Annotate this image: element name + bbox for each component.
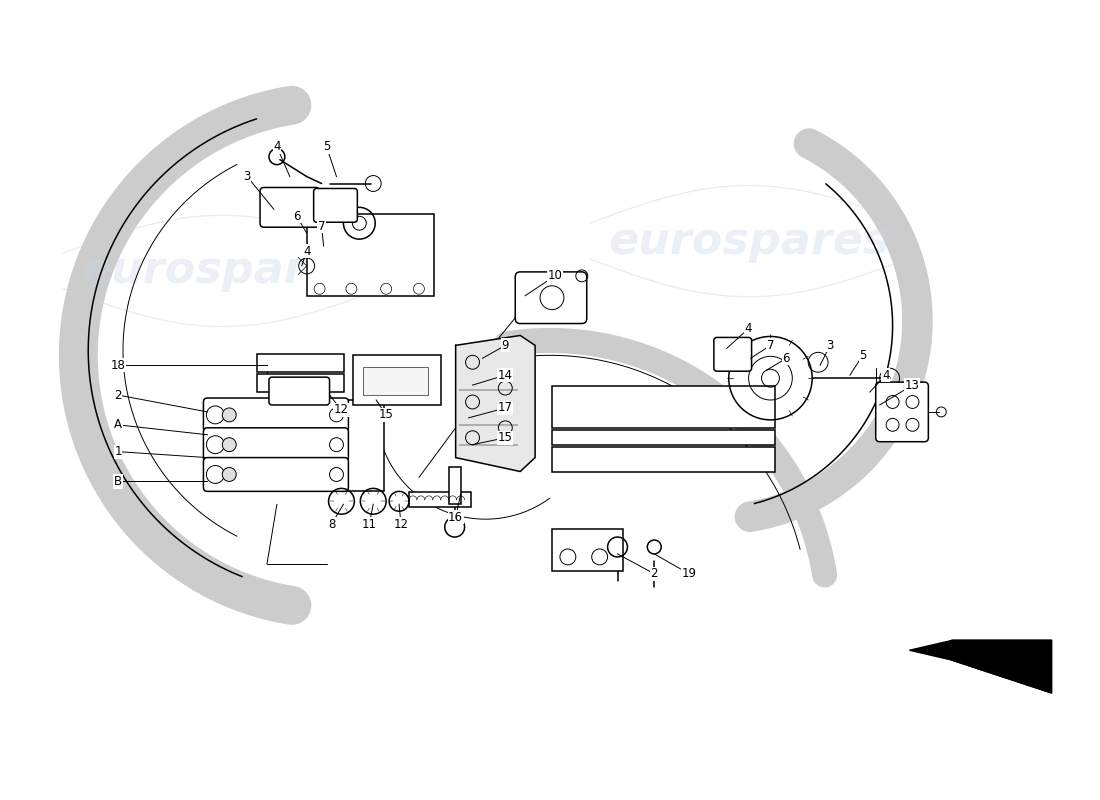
Polygon shape [910, 640, 953, 660]
Text: 13: 13 [905, 378, 920, 392]
Bar [552, 529, 624, 571]
Text: eurospares: eurospares [81, 250, 363, 293]
Bar [353, 355, 441, 405]
Bar [552, 430, 776, 445]
Circle shape [222, 408, 236, 422]
Bar [363, 367, 428, 395]
Text: 4: 4 [882, 369, 890, 382]
FancyBboxPatch shape [876, 382, 928, 442]
Text: 15: 15 [378, 408, 394, 422]
Text: 14: 14 [498, 369, 513, 382]
FancyBboxPatch shape [515, 272, 586, 323]
Bar [346, 400, 384, 491]
Text: 16: 16 [448, 510, 463, 524]
Text: 6: 6 [293, 210, 300, 222]
Text: 4: 4 [302, 245, 310, 258]
Text: 4: 4 [745, 322, 752, 335]
Bar [257, 374, 344, 392]
Circle shape [222, 467, 236, 482]
Text: 9: 9 [502, 339, 509, 352]
Text: 8: 8 [328, 518, 336, 530]
Text: 15: 15 [498, 431, 513, 444]
Text: 5: 5 [859, 349, 867, 362]
Text: 3: 3 [243, 170, 251, 183]
Bar [449, 466, 461, 504]
FancyBboxPatch shape [204, 428, 349, 462]
Bar [552, 446, 776, 471]
Text: 18: 18 [111, 358, 125, 372]
Circle shape [222, 438, 236, 452]
Text: 7: 7 [767, 339, 774, 352]
Text: 7: 7 [318, 220, 326, 233]
Bar [552, 386, 776, 428]
Text: 3: 3 [826, 339, 834, 352]
Text: 6: 6 [782, 352, 790, 365]
FancyBboxPatch shape [270, 377, 330, 405]
Text: 1: 1 [114, 445, 122, 458]
Text: 2: 2 [114, 389, 122, 402]
Polygon shape [953, 640, 1052, 693]
Bar [257, 354, 344, 372]
FancyBboxPatch shape [204, 398, 349, 432]
Text: 5: 5 [323, 140, 330, 154]
FancyBboxPatch shape [204, 458, 349, 491]
Text: eurospares: eurospares [608, 220, 889, 262]
FancyBboxPatch shape [714, 338, 751, 371]
Text: B: B [114, 475, 122, 488]
Text: A: A [114, 418, 122, 431]
FancyBboxPatch shape [260, 187, 320, 227]
Text: 19: 19 [682, 567, 696, 580]
Text: 10: 10 [548, 270, 562, 282]
Bar [307, 214, 433, 296]
Text: 2: 2 [650, 567, 658, 580]
Bar [409, 492, 471, 507]
Text: 17: 17 [498, 402, 513, 414]
Polygon shape [455, 335, 535, 471]
FancyBboxPatch shape [314, 189, 358, 222]
Text: 4: 4 [273, 140, 280, 154]
Text: 12: 12 [334, 403, 349, 417]
Text: 12: 12 [394, 518, 408, 530]
Text: 11: 11 [362, 518, 377, 530]
